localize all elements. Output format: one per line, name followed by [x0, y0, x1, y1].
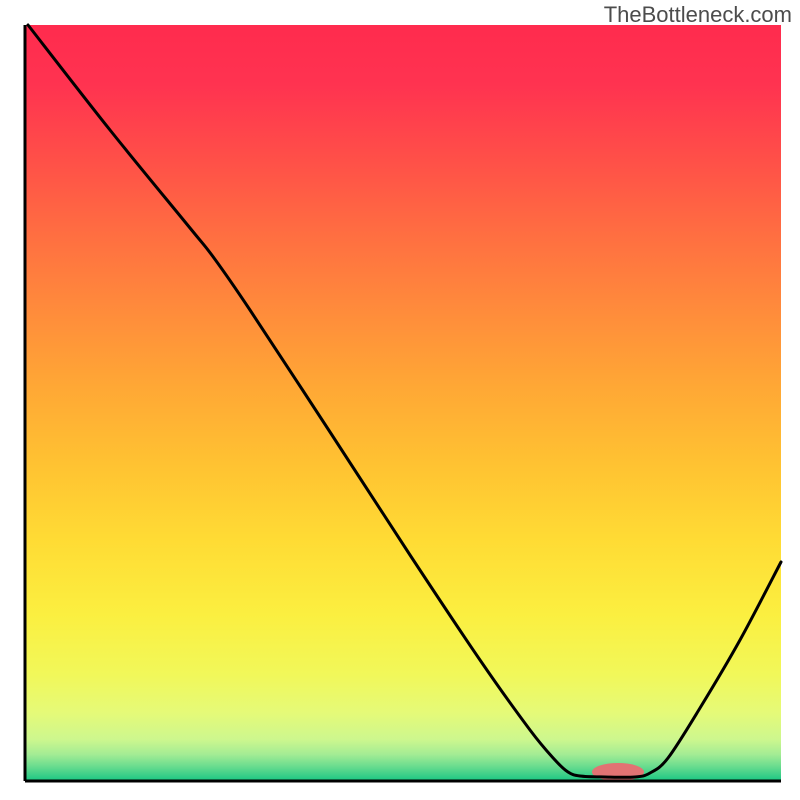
- plot-background-gradient: [25, 25, 781, 781]
- bottleneck-chart: [0, 0, 800, 800]
- chart-container: TheBottleneck.com: [0, 0, 800, 800]
- watermark-text: TheBottleneck.com: [604, 2, 792, 28]
